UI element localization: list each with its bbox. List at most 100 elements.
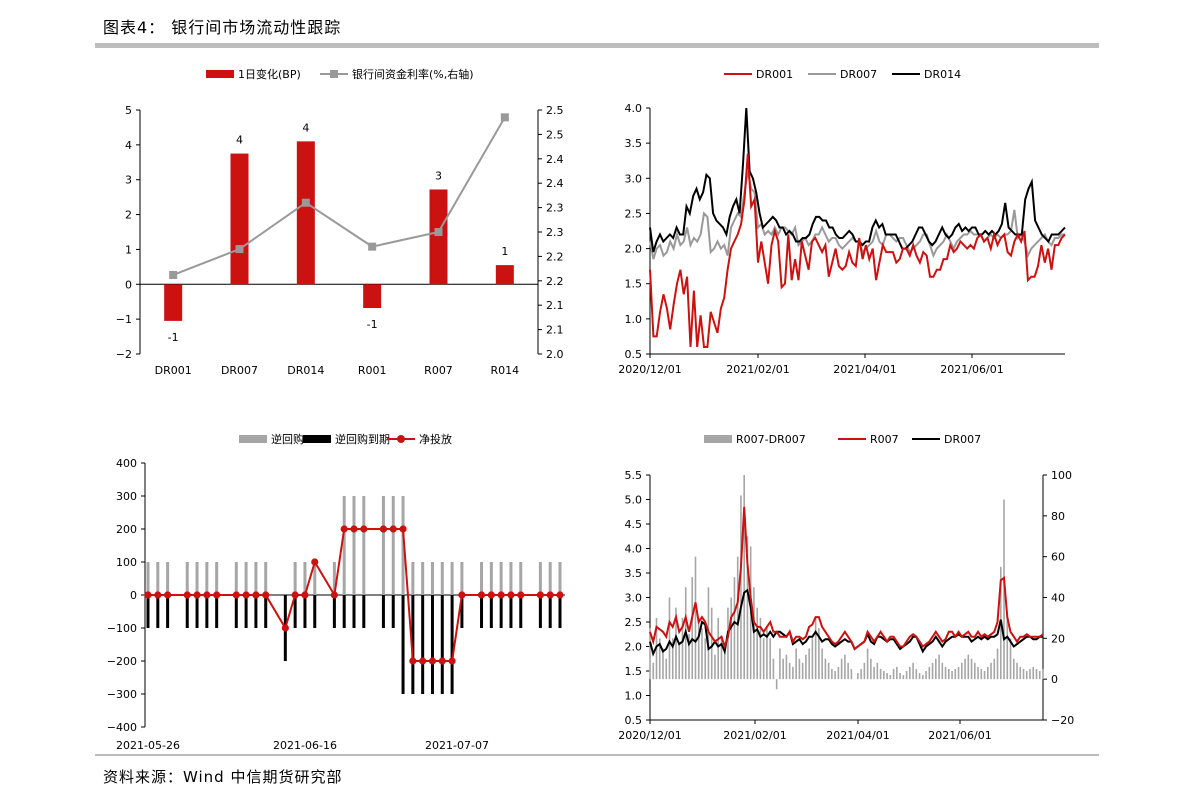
y-tick-label: −200 — [107, 655, 137, 668]
bar — [495, 265, 514, 285]
spread-bar — [756, 607, 758, 680]
bar-reverse-repo — [401, 496, 405, 595]
spread-bar — [905, 671, 908, 680]
spread-bar — [1012, 658, 1015, 680]
y-tick-label: 3.0 — [625, 172, 643, 185]
legend-label: 银行间资金利率(%,右轴) — [352, 67, 474, 81]
data-label: 4 — [302, 121, 309, 134]
spread-bar — [668, 597, 671, 680]
spread-bar — [730, 597, 732, 680]
y-tick-label: 0.5 — [625, 348, 643, 361]
rate-point — [434, 228, 443, 236]
line-chart-dr-rates: DR001 DR007 DR014 0.5 1.0 1.5 2.0 2.5 3.0 3.5 4.0 2… — [618, 68, 1066, 376]
right-tick-label: 2.3 — [546, 226, 564, 239]
net-injection-point — [438, 657, 446, 665]
spread-bar — [857, 673, 859, 680]
bar-line-chart-open-market: 逆回购 逆回购到期 净投放 −400 −300 −200 −100 0 100 200 300 400… — [107, 432, 565, 752]
spread-bar — [964, 658, 966, 680]
bar-repo-maturity — [303, 595, 307, 628]
bar-reverse-repo — [166, 562, 170, 595]
net-injection-point — [183, 591, 191, 599]
spread-bar — [1032, 666, 1035, 680]
spread-bar — [970, 658, 973, 680]
spread-bar — [720, 638, 723, 680]
net-injection-point — [291, 591, 299, 599]
left-tick-label: −2 — [116, 348, 132, 361]
left-tick-label: 3 — [125, 174, 132, 187]
y-tick-label: 3.5 — [625, 137, 643, 150]
spread-bar — [733, 577, 736, 680]
series-line-dr001 — [649, 153, 1066, 348]
bar-reverse-repo — [480, 562, 484, 595]
bar-repo-maturity — [538, 595, 542, 628]
spread-bar — [899, 673, 901, 680]
legend-label: DR001 — [756, 68, 793, 81]
category-label: DR001 — [155, 364, 192, 377]
bar-repo-maturity — [519, 595, 523, 628]
spread-bar — [662, 648, 664, 680]
bar-repo-maturity — [401, 595, 405, 694]
bar — [363, 284, 382, 308]
spread-bar — [866, 648, 869, 680]
left-tick-label: 5.0 — [625, 494, 643, 507]
y-tick-label: 4.0 — [625, 102, 643, 115]
spread-bar — [779, 648, 781, 680]
spread-bar — [1035, 668, 1038, 680]
spread-bar — [873, 666, 875, 680]
bar-reverse-repo — [558, 562, 562, 595]
left-tick-label: 4 — [125, 139, 132, 152]
spread-bar — [759, 617, 762, 680]
rate-point — [169, 270, 178, 279]
bar-reverse-repo — [391, 496, 395, 595]
spread-bar — [938, 654, 940, 680]
bar-reverse-repo — [332, 562, 336, 595]
right-tick-label: 2.0 — [546, 348, 564, 361]
net-injection-point — [350, 525, 358, 533]
bar-reverse-repo — [234, 562, 238, 595]
left-tick-label: 0.5 — [625, 714, 643, 727]
bar-repo-maturity — [499, 595, 503, 628]
left-tick-label: 5 — [125, 104, 132, 117]
net-injection-point — [409, 657, 417, 665]
right-tick-label: 2.1 — [546, 299, 564, 312]
source-note: 资料来源：Wind 中信期货研究部 — [103, 768, 343, 786]
net-injection-point — [556, 591, 564, 599]
right-tick-label: 40 — [1051, 592, 1065, 605]
left-tick-label: 5.5 — [625, 469, 643, 482]
legend-label: 逆回购 — [271, 432, 304, 446]
y-tick-label: −400 — [107, 721, 137, 734]
bar-repo-maturity — [548, 595, 552, 628]
spread-bar — [775, 679, 778, 690]
spread-bar — [762, 638, 765, 680]
bar-line-chart-r007-dr007: R007-DR007 R007 DR007 0.5 1.0 1.5 2.0 2.5 3.0 3.5… — [618, 433, 1074, 742]
category-label: R014 — [491, 364, 520, 377]
spread-bar — [967, 654, 970, 680]
x-tick-label: 2021/04/01 — [833, 363, 896, 376]
spread-bar — [681, 617, 684, 680]
bar-repo-maturity — [264, 595, 268, 628]
bar-reverse-repo — [411, 562, 415, 595]
right-tick-label: 2.3 — [546, 202, 564, 215]
bar-reverse-repo — [489, 562, 493, 595]
spread-bar — [957, 666, 960, 680]
left-tick-label: 2.5 — [625, 616, 643, 629]
spread-bar — [996, 648, 999, 680]
left-tick-label: 3.5 — [625, 567, 643, 580]
source-rule — [95, 754, 1099, 756]
bar-reverse-repo — [430, 562, 434, 595]
spread-bar — [925, 671, 927, 680]
legend-label: R007 — [870, 433, 899, 446]
spread-bar — [922, 675, 924, 680]
spread-bar — [892, 668, 895, 680]
legend-marker — [397, 435, 405, 443]
bar-reverse-repo — [205, 562, 209, 595]
spread-bar — [753, 587, 755, 680]
right-tick-label: 2.4 — [546, 153, 564, 166]
spread-bar — [766, 628, 768, 680]
net-injection-point — [497, 591, 505, 599]
bar-repo-maturity — [421, 595, 425, 694]
spread-bar — [772, 658, 775, 680]
bar-reverse-repo — [195, 562, 199, 595]
spread-bar — [701, 628, 703, 680]
bar-repo-maturity — [156, 595, 160, 628]
